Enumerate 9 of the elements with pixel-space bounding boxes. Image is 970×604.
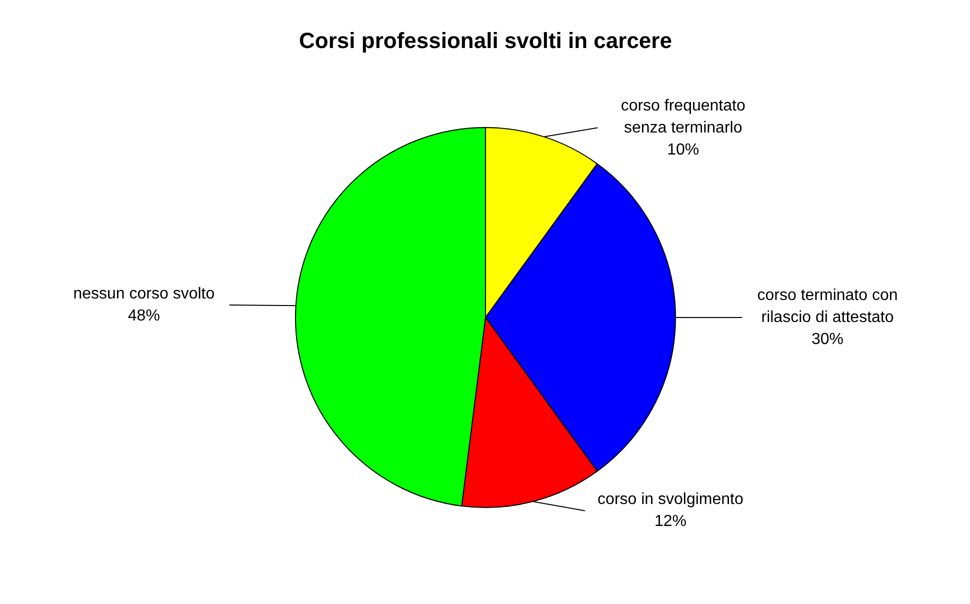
slice-label: corso in svolgimento [598, 491, 744, 508]
data-label: 12% [654, 513, 686, 530]
data-label: 30% [811, 331, 844, 348]
data-label: 48% [128, 307, 160, 324]
slice-label: corso frequentato senza terminarlo [620, 97, 746, 136]
slice-label: nessun corso svolto [73, 285, 215, 302]
chart-title: Corsi professionali svolti in carcere [299, 28, 672, 53]
data-label: 10% [667, 141, 700, 158]
slice-label: corso terminato con rilascio di attestato [757, 287, 898, 326]
